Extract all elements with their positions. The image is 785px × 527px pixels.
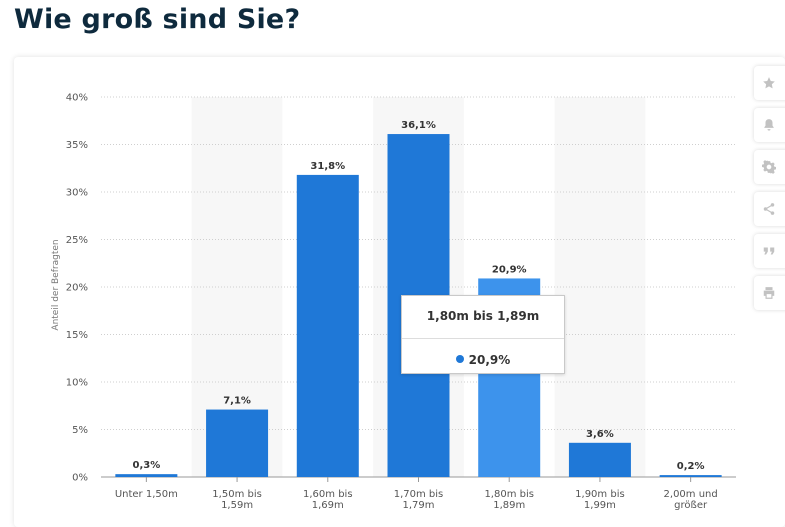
- x-tick-label: 1,50m bis 1,59m: [212, 489, 262, 511]
- y-tick-label: 15%: [66, 330, 88, 341]
- side-toolbar: [754, 66, 785, 318]
- series-dot: [455, 355, 464, 363]
- tooltip-value: 20,9%: [468, 353, 511, 367]
- bar[interactable]: [115, 474, 178, 477]
- x-tick-label: 1,60m bis 1,69m: [303, 489, 353, 511]
- bar-value-label: 3,6%: [586, 429, 614, 440]
- x-tick-label: 1,80m bis 1,89m: [484, 489, 534, 511]
- y-tick-label: 20%: [66, 283, 88, 294]
- share-button[interactable]: [754, 192, 785, 226]
- y-tick-label: 25%: [66, 235, 88, 246]
- bar-value-label: 0,3%: [132, 460, 160, 471]
- x-tick-label: 1,90m bis 1,99m: [575, 489, 625, 511]
- y-tick-label: 30%: [66, 188, 88, 199]
- bell-icon: [764, 119, 774, 131]
- quote-icon: [763, 247, 775, 255]
- bar[interactable]: [206, 409, 269, 477]
- notification-button[interactable]: [754, 108, 785, 142]
- bar-value-label: 36,1%: [401, 120, 436, 131]
- bar[interactable]: [659, 475, 722, 477]
- y-tick-label: 10%: [66, 378, 88, 389]
- settings-button[interactable]: [754, 150, 785, 184]
- x-tick-label: 1,70m bis 1,79m: [394, 489, 444, 511]
- x-tick-label: 2,00m und größer: [664, 489, 718, 511]
- tooltip-divider: [402, 338, 564, 339]
- tooltip: 1,80m bis 1,89m 20,9%: [401, 295, 565, 374]
- share-icon: [763, 203, 775, 215]
- print-icon: [763, 287, 775, 299]
- bar[interactable]: [296, 174, 359, 477]
- tooltip-title: 1,80m bis 1,89m: [426, 309, 540, 323]
- y-axis-title: Anteil der Befragten: [51, 239, 61, 330]
- bar-value-label: 0,2%: [677, 461, 705, 472]
- bar[interactable]: [568, 442, 631, 477]
- cite-button[interactable]: [754, 234, 785, 268]
- bar-value-label: 31,8%: [310, 161, 345, 172]
- x-tick-label: Unter 1,50m: [115, 489, 178, 500]
- gear-icon: [762, 160, 776, 174]
- y-tick-label: 35%: [66, 140, 88, 151]
- tooltip-value-row: 20,9%: [402, 353, 564, 367]
- print-button[interactable]: [754, 276, 785, 310]
- y-tick-label: 40%: [66, 93, 88, 104]
- star-icon: [763, 77, 775, 89]
- bar-value-label: 20,9%: [492, 264, 527, 275]
- page-title: Wie groß sind Sie?: [14, 4, 301, 35]
- bar-value-label: 7,1%: [223, 396, 251, 407]
- y-tick-label: 0%: [72, 473, 88, 484]
- favorite-button[interactable]: [754, 66, 785, 100]
- y-tick-label: 5%: [72, 425, 88, 436]
